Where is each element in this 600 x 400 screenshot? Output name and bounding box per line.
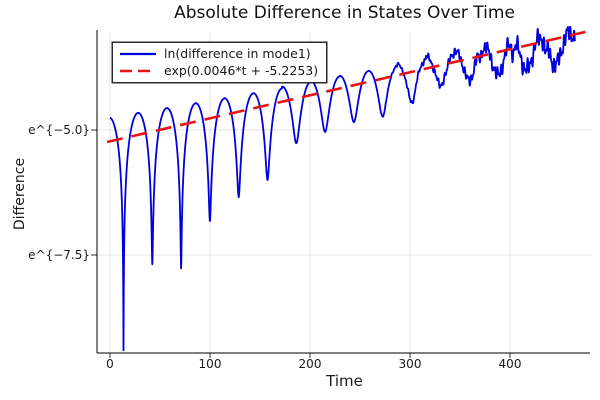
x-tick-label: 400 bbox=[498, 357, 522, 371]
x-tick-label: 300 bbox=[398, 357, 422, 371]
x-tick-label: 0 bbox=[106, 357, 114, 371]
series-line-exp-fit bbox=[106, 30, 587, 144]
legend-label: ln(difference in mode1) bbox=[164, 46, 311, 61]
legend-label: exp(0.0046*t + -5.2253) bbox=[164, 63, 319, 78]
x-tick-label: 100 bbox=[198, 357, 222, 371]
legend-swatch-solid-line bbox=[120, 52, 156, 55]
gridlines bbox=[97, 33, 592, 353]
x-tick-label: 200 bbox=[298, 357, 322, 371]
legend-entry-exp-fit: exp(0.0046*t + -5.2253) bbox=[119, 62, 318, 79]
series-line-difference bbox=[109, 26, 576, 352]
legend-entry-difference: ln(difference in mode1) bbox=[119, 45, 318, 62]
legend-swatch-dashed-line bbox=[120, 69, 156, 72]
y-tick-label: e^{−7.5} bbox=[28, 248, 90, 262]
x-axis-label: Time bbox=[326, 372, 363, 390]
y-tick-label: e^{−5.0} bbox=[28, 123, 90, 137]
legend: ln(difference in mode1) exp(0.0046*t + -… bbox=[112, 42, 328, 83]
plot-title: Absolute Difference in States Over Time bbox=[174, 3, 515, 23]
y-axis-label: Difference bbox=[12, 157, 28, 231]
axis-tick-marks bbox=[91, 129, 511, 358]
